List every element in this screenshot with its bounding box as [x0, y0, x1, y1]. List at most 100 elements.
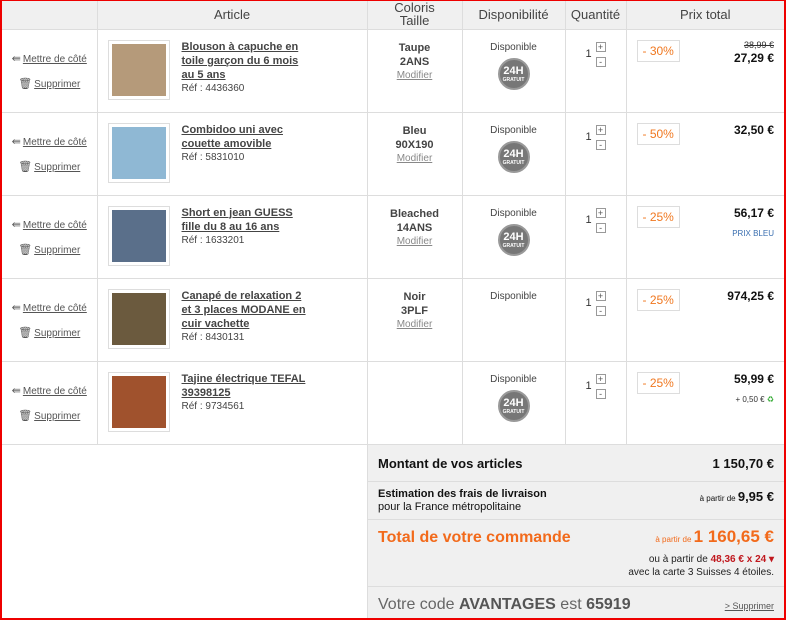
product-title-link[interactable]: Blouson à capuche en toile garçon du 6 m… [181, 40, 299, 81]
decrease-quantity-button[interactable]: - [595, 388, 606, 399]
24h-free-badge-icon: 24H GRATUIT [497, 389, 530, 422]
set-aside-label: Mettre de côté [22, 302, 87, 314]
delete-link[interactable]: 🗑 Supprimer [18, 77, 80, 90]
discount-badge: - 50% [636, 122, 680, 145]
cart-row: ⇚ Mettre de côté 🗑 Supprimer Short en jean… [2, 195, 784, 279]
set-aside-link[interactable]: ⇚ Mettre de côté [12, 384, 87, 397]
price-column: 59,99 € + 0,50 € ♻ [734, 372, 774, 405]
code-word: AVANTAGES [458, 596, 556, 613]
set-aside-label: Mettre de côté [22, 219, 87, 231]
trash-icon: 🗑 [18, 409, 33, 422]
set-aside-icon: ⇚ [11, 218, 21, 231]
header-taille-label: Taille [399, 13, 430, 29]
delete-label: Supprimer [34, 244, 81, 256]
product-title-link[interactable]: Combidoo uni avec couette amovible [181, 123, 283, 150]
increase-quantity-button[interactable]: + [595, 373, 606, 384]
increase-quantity-button[interactable]: + [595, 290, 606, 301]
price-column: 56,17 € PRIX BLEU [732, 206, 774, 239]
header-disponibilite: Disponibilité [461, 0, 565, 30]
set-aside-link[interactable]: ⇚ Mettre de côté [12, 301, 87, 314]
product-info: Blouson à capuche en toile garçon du 6 m… [182, 40, 312, 100]
set-aside-icon: ⇚ [11, 135, 21, 148]
price-cell: - 25% 59,99 € + 0,50 € ♻ [625, 361, 784, 445]
decrease-quantity-button[interactable]: - [595, 222, 606, 233]
article-cell: Combidoo uni avec couette amovible Réf :… [96, 112, 367, 196]
article-content: Canapé de relaxation 2 et 3 places MODAN… [107, 288, 357, 349]
set-aside-link[interactable]: ⇚ Mettre de côté [12, 52, 87, 65]
product-image-fill [111, 292, 166, 345]
credit-dropdown[interactable]: 48,36 € x 24 ▾ [710, 554, 774, 565]
product-title-link[interactable]: Canapé de relaxation 2 et 3 places MODAN… [181, 289, 306, 330]
remove-code-link[interactable]: > Supprimer [724, 601, 774, 611]
product-image[interactable] [107, 122, 170, 183]
delete-label: Supprimer [34, 410, 81, 422]
availability-text: Disponible [490, 207, 537, 219]
increase-quantity-button[interactable]: + [595, 41, 606, 52]
decrease-quantity-button[interactable]: - [595, 139, 606, 150]
product-ref: Réf : 8430131 [181, 331, 245, 343]
increase-quantity-button[interactable]: + [595, 207, 606, 218]
set-aside-link[interactable]: ⇚ Mettre de côté [12, 218, 87, 231]
size-value: 90X190 [395, 138, 434, 151]
product-ref: Réf : 1633201 [181, 234, 245, 246]
article-content: Combidoo uni avec couette amovible Réf :… [107, 122, 357, 183]
header-article: Article [96, 0, 367, 30]
order-summary: Montant de vos articles 1 150,70 € Estima… [367, 445, 784, 620]
decrease-quantity-button[interactable]: - [595, 305, 606, 316]
modify-link[interactable]: Modifier [396, 318, 433, 330]
price-content: - 25% 59,99 € + 0,50 € ♻ [636, 371, 774, 405]
eco-value: + 0,50 € [735, 394, 765, 404]
product-info: Short en jean GUESS fille du 8 au 16 ans… [182, 206, 312, 266]
color-value: Bleu [402, 124, 427, 137]
set-aside-icon: ⇚ [11, 301, 21, 314]
articles-total-row: Montant de vos articles 1 150,70 € [368, 445, 784, 482]
price-note: PRIX BLEU [732, 228, 774, 238]
promo-code-row: Votre code AVANTAGES est 65919 > Supprim… [368, 587, 784, 615]
article-cell: Canapé de relaxation 2 et 3 places MODAN… [96, 278, 367, 362]
quantity-control: 1 + - [566, 290, 626, 316]
product-image[interactable] [107, 39, 170, 100]
cart-row: ⇚ Mettre de côté 🗑 Supprimer Canapé de rel… [2, 278, 784, 362]
header-prix-total: Prix total [625, 0, 784, 30]
delete-link[interactable]: 🗑 Supprimer [18, 326, 80, 339]
variant-cell: Noir 3PLF Modifier [366, 278, 462, 362]
product-image[interactable] [107, 371, 170, 432]
quantity-value: 1 [585, 213, 592, 226]
row-actions: ⇚ Mettre de côté 🗑 Supprimer [2, 195, 97, 279]
set-aside-icon: ⇚ [11, 384, 21, 397]
set-aside-link[interactable]: ⇚ Mettre de côté [12, 135, 87, 148]
delete-link[interactable]: 🗑 Supprimer [18, 409, 80, 422]
article-content: Short en jean GUESS fille du 8 au 16 ans… [107, 205, 357, 266]
shipping-row: Estimation des frais de livraison pour la… [368, 482, 784, 520]
variant-cell [366, 361, 462, 445]
trash-icon: 🗑 [18, 160, 33, 173]
decrease-quantity-button[interactable]: - [595, 56, 606, 67]
increase-quantity-button[interactable]: + [595, 124, 606, 135]
modify-link[interactable]: Modifier [396, 235, 433, 247]
product-info: Canapé de relaxation 2 et 3 places MODAN… [182, 289, 312, 349]
product-image[interactable] [107, 205, 170, 266]
articles-total-label: Montant de vos articles [378, 455, 523, 471]
credit-prefix: ou à partir de [648, 554, 708, 565]
badge-sub: GRATUIT [502, 76, 525, 83]
modify-link[interactable]: Modifier [396, 69, 433, 81]
badge-sub: GRATUIT [502, 408, 525, 415]
quantity-buttons: + - [595, 290, 606, 316]
modify-link[interactable]: Modifier [396, 152, 433, 164]
quantity-control: 1 + - [566, 373, 626, 399]
availability-cell: Disponible 24H GRATUIT [461, 29, 565, 113]
set-aside-label: Mettre de côté [22, 53, 87, 65]
product-image[interactable] [107, 288, 170, 349]
row-actions: ⇚ Mettre de côté 🗑 Supprimer [2, 112, 97, 196]
quantity-control: 1 + - [566, 41, 626, 67]
price-content: - 25% 56,17 € PRIX BLEU [636, 205, 774, 239]
delete-link[interactable]: 🗑 Supprimer [18, 243, 80, 256]
quantity-buttons: + - [595, 207, 606, 233]
delete-link[interactable]: 🗑 Supprimer [18, 160, 80, 173]
price-column: 974,25 € [727, 289, 774, 304]
product-image-fill [111, 126, 166, 179]
quantity-cell: 1 + - [564, 195, 626, 279]
product-title-link[interactable]: Short en jean GUESS fille du 8 au 16 ans [181, 206, 293, 233]
total-price: 56,17 € [733, 205, 774, 220]
product-title-link[interactable]: Tajine électrique TEFAL 39398125 [181, 372, 306, 399]
